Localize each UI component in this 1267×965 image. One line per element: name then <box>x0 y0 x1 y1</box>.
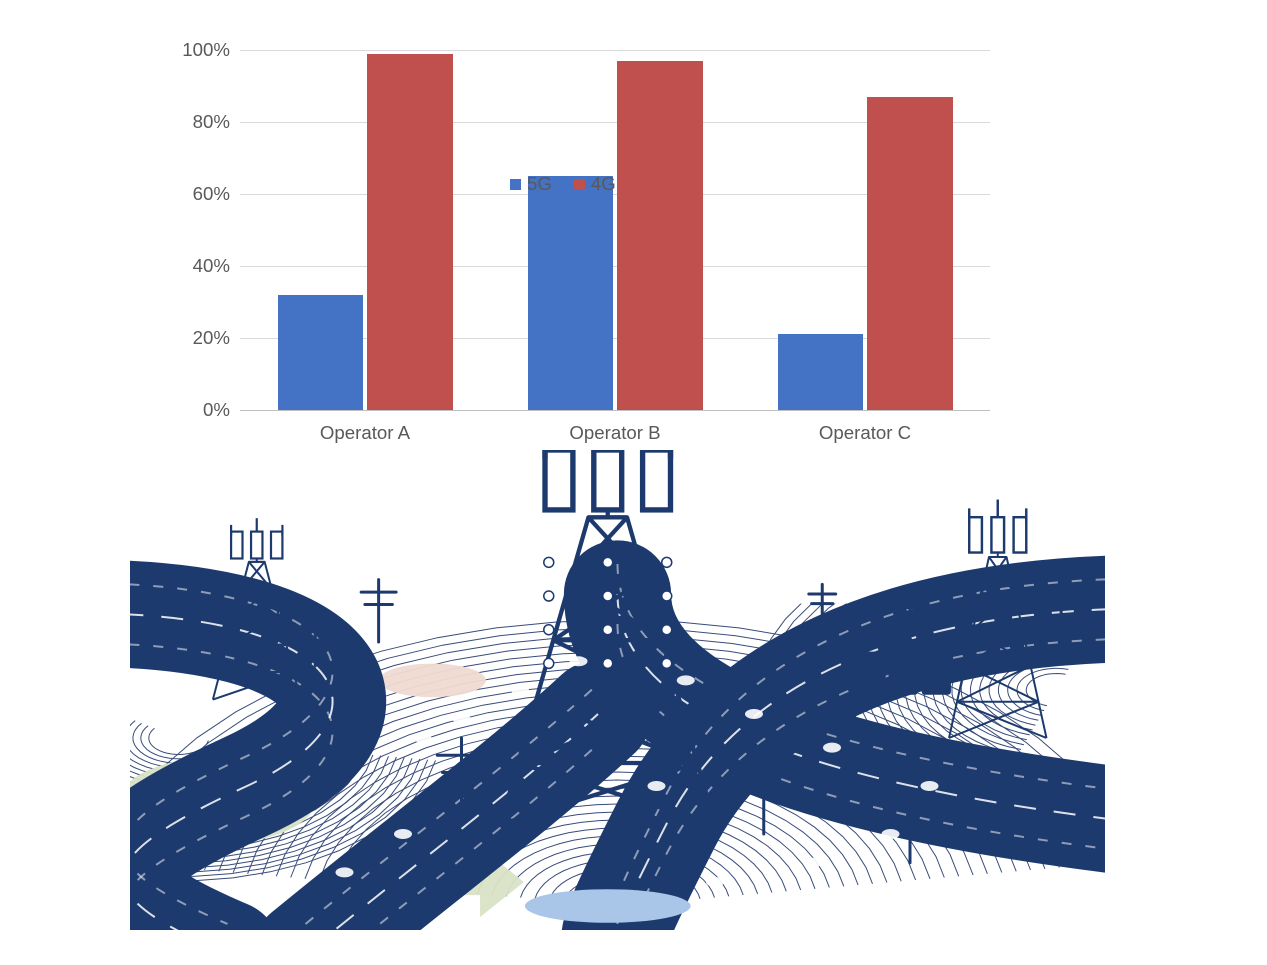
legend-label-5g: 5G <box>527 173 552 195</box>
legend-swatch-5g <box>510 179 521 190</box>
chart-ytick-label: 80% <box>160 111 230 133</box>
chart-ytick-label: 100% <box>160 39 230 61</box>
legend-swatch-4g <box>574 179 585 190</box>
chart-ytick-label: 40% <box>160 255 230 277</box>
chart-xtick-label: Operator C <box>819 422 911 444</box>
chart-bar <box>278 295 364 410</box>
chart-gridline <box>240 50 990 51</box>
chart-legend: 5G 4G <box>510 173 616 195</box>
infographic-svg <box>130 450 1105 930</box>
chart-ytick-label: 20% <box>160 327 230 349</box>
chart-gridline <box>240 410 990 411</box>
chart-plot-area: 0%20%40%60%80%100%Operator AOperator BOp… <box>240 50 990 410</box>
chart-xtick-label: Operator A <box>320 422 410 444</box>
chart-bar <box>867 97 953 410</box>
chart-xtick-label: Operator B <box>569 422 660 444</box>
coverage-bar-chart: 0%20%40%60%80%100%Operator AOperator BOp… <box>180 50 990 450</box>
chart-ytick-label: 0% <box>160 399 230 421</box>
telecom-infographic <box>130 450 1105 930</box>
chart-bar <box>617 61 703 410</box>
chart-ytick-label: 60% <box>160 183 230 205</box>
chart-bar <box>778 334 864 410</box>
legend-label-4g: 4G <box>591 173 616 195</box>
chart-bar <box>367 54 453 410</box>
chart-bar <box>528 176 614 410</box>
page-root: 0% 20% 40% 60% 80% 100% Operator A Operator B Op… <box>0 0 1267 965</box>
